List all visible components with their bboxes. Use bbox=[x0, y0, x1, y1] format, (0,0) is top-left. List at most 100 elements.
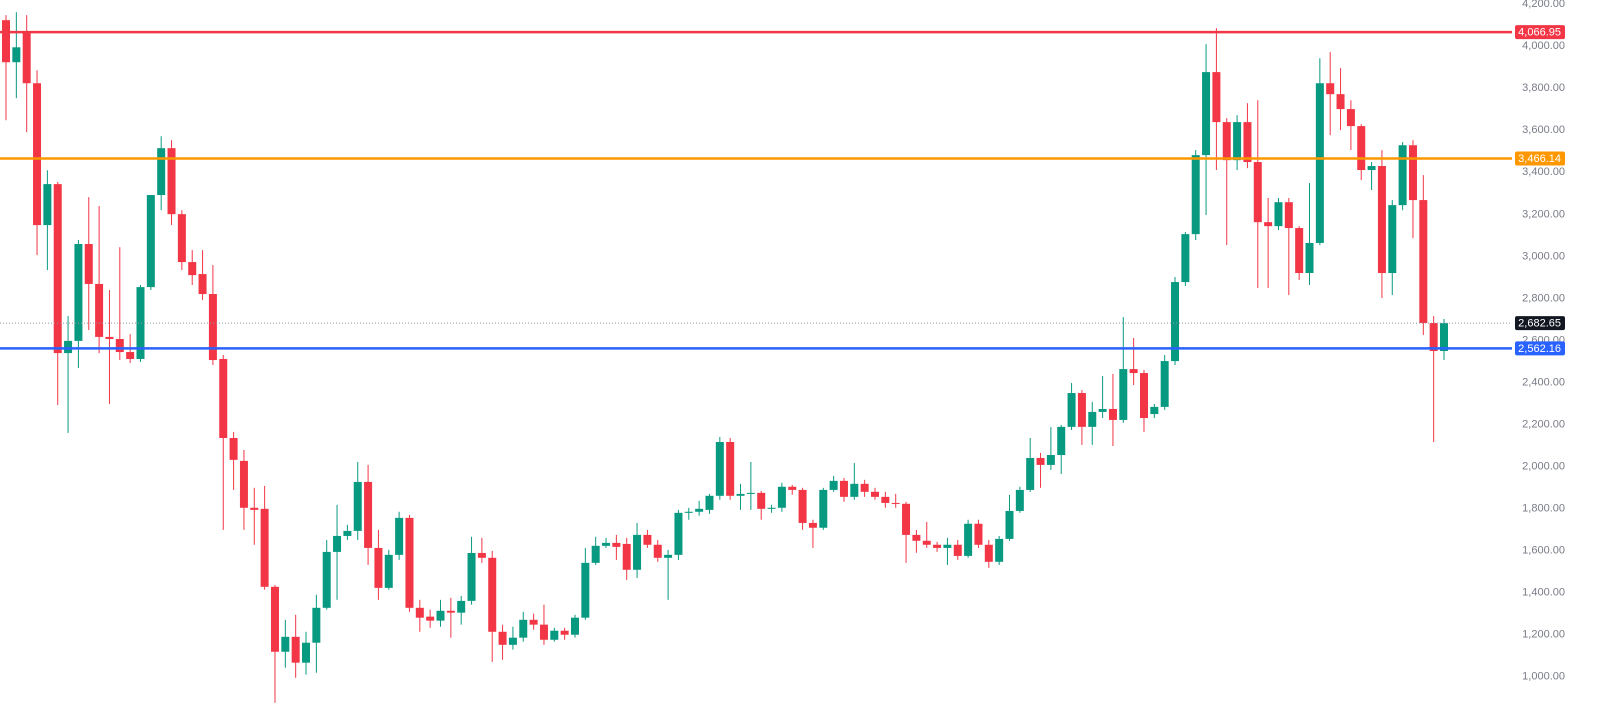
candle-body bbox=[84, 244, 93, 284]
candle-body bbox=[1419, 200, 1428, 324]
candle-body bbox=[1036, 457, 1045, 465]
candle-body bbox=[1005, 510, 1014, 539]
candle-body bbox=[819, 489, 828, 528]
candle-body bbox=[146, 195, 155, 288]
last-price-label: 2,682.65 bbox=[1518, 318, 1561, 330]
level-label: 3,466.14 bbox=[1518, 153, 1561, 165]
y-tick-label: 4,000.00 bbox=[1522, 40, 1565, 52]
candle-body bbox=[984, 544, 993, 562]
candle-body bbox=[798, 489, 807, 523]
candle-body bbox=[622, 543, 631, 570]
y-tick-label: 3,800.00 bbox=[1522, 82, 1565, 94]
candle-body bbox=[912, 534, 921, 541]
candle-body bbox=[705, 495, 714, 510]
candle-body bbox=[860, 483, 869, 492]
candle-body bbox=[933, 544, 942, 548]
candle-body bbox=[757, 492, 766, 509]
candle-body bbox=[519, 619, 528, 638]
candle-body bbox=[684, 511, 693, 513]
candle-body bbox=[953, 544, 962, 556]
candle-body bbox=[1119, 369, 1128, 420]
candle-body bbox=[208, 294, 217, 361]
candle-body bbox=[384, 554, 393, 588]
candle-body bbox=[488, 557, 497, 632]
level-label-bg bbox=[1515, 341, 1565, 356]
candle-body bbox=[467, 552, 476, 601]
candle-body bbox=[570, 617, 579, 635]
candle-body bbox=[53, 184, 62, 354]
candle-body bbox=[322, 551, 331, 608]
candle-body bbox=[250, 507, 259, 510]
candle-body bbox=[436, 610, 445, 621]
candle-body bbox=[1284, 202, 1293, 229]
candle-body bbox=[612, 542, 621, 547]
candle-body bbox=[1346, 109, 1355, 127]
candle-body bbox=[446, 610, 455, 613]
candle-body bbox=[1274, 202, 1283, 227]
candle-body bbox=[1202, 72, 1211, 156]
candle-body bbox=[1388, 205, 1397, 274]
candle-body bbox=[74, 244, 83, 341]
y-tick-label: 1,600.00 bbox=[1522, 545, 1565, 557]
candle-body bbox=[1408, 145, 1417, 201]
y-tick-label: 3,600.00 bbox=[1522, 124, 1565, 136]
y-tick-label: 4,200.00 bbox=[1522, 0, 1565, 10]
candle-body bbox=[260, 508, 269, 587]
candle-body bbox=[508, 637, 517, 645]
candle-body bbox=[922, 540, 931, 545]
y-tick-label: 3,000.00 bbox=[1522, 250, 1565, 262]
candle-body bbox=[1088, 411, 1097, 427]
y-tick-label: 1,000.00 bbox=[1522, 671, 1565, 683]
y-tick-label: 2,800.00 bbox=[1522, 292, 1565, 304]
candle-body bbox=[1181, 234, 1190, 283]
candle-body bbox=[829, 480, 838, 490]
candle-body bbox=[974, 523, 983, 545]
candle-body bbox=[1139, 373, 1148, 419]
candle-body bbox=[726, 441, 735, 496]
level-label: 4,066.95 bbox=[1518, 27, 1561, 39]
candle-body bbox=[457, 600, 466, 613]
last-price-label-bg bbox=[1515, 316, 1565, 331]
candle-body bbox=[1098, 408, 1107, 412]
candle-body bbox=[64, 340, 73, 354]
candle-body bbox=[1243, 122, 1252, 163]
candle-body bbox=[995, 538, 1004, 562]
y-tick-label: 3,400.00 bbox=[1522, 166, 1565, 178]
candle-body bbox=[1150, 406, 1159, 415]
y-tick-label: 2,000.00 bbox=[1522, 460, 1565, 472]
candle-body bbox=[1264, 222, 1273, 227]
candle-body bbox=[1305, 242, 1314, 274]
candle-body bbox=[1429, 323, 1438, 351]
candle-body bbox=[219, 358, 228, 439]
candle-body bbox=[291, 636, 300, 663]
candle-body bbox=[239, 460, 248, 508]
level-label-bg bbox=[1515, 151, 1565, 166]
candle-body bbox=[1057, 426, 1066, 456]
candle-body bbox=[353, 481, 362, 531]
candle-body bbox=[1222, 122, 1231, 161]
candle-body bbox=[1015, 489, 1024, 511]
candle-body bbox=[581, 562, 590, 618]
candle-body bbox=[22, 32, 31, 84]
candle-body bbox=[560, 630, 569, 635]
candle-body bbox=[1160, 361, 1169, 407]
candle-body bbox=[1295, 228, 1304, 274]
candle-body bbox=[1171, 282, 1180, 362]
level-label: 2,562.16 bbox=[1518, 343, 1561, 355]
candle-body bbox=[343, 530, 352, 536]
candle-body bbox=[395, 517, 404, 555]
candle-body bbox=[12, 47, 21, 63]
candle-body bbox=[591, 545, 600, 563]
candle-body bbox=[281, 636, 290, 652]
candle-body bbox=[167, 148, 176, 215]
y-tick-label: 1,400.00 bbox=[1522, 587, 1565, 599]
y-tick-label: 2,400.00 bbox=[1522, 376, 1565, 388]
candle-body bbox=[1440, 323, 1448, 351]
candle-body bbox=[415, 607, 424, 618]
candle-body bbox=[664, 554, 673, 558]
candle-body bbox=[695, 508, 704, 512]
candle-body bbox=[1336, 94, 1345, 110]
candle-body bbox=[633, 534, 642, 570]
candle-body bbox=[364, 481, 373, 548]
candle-body bbox=[312, 607, 321, 643]
